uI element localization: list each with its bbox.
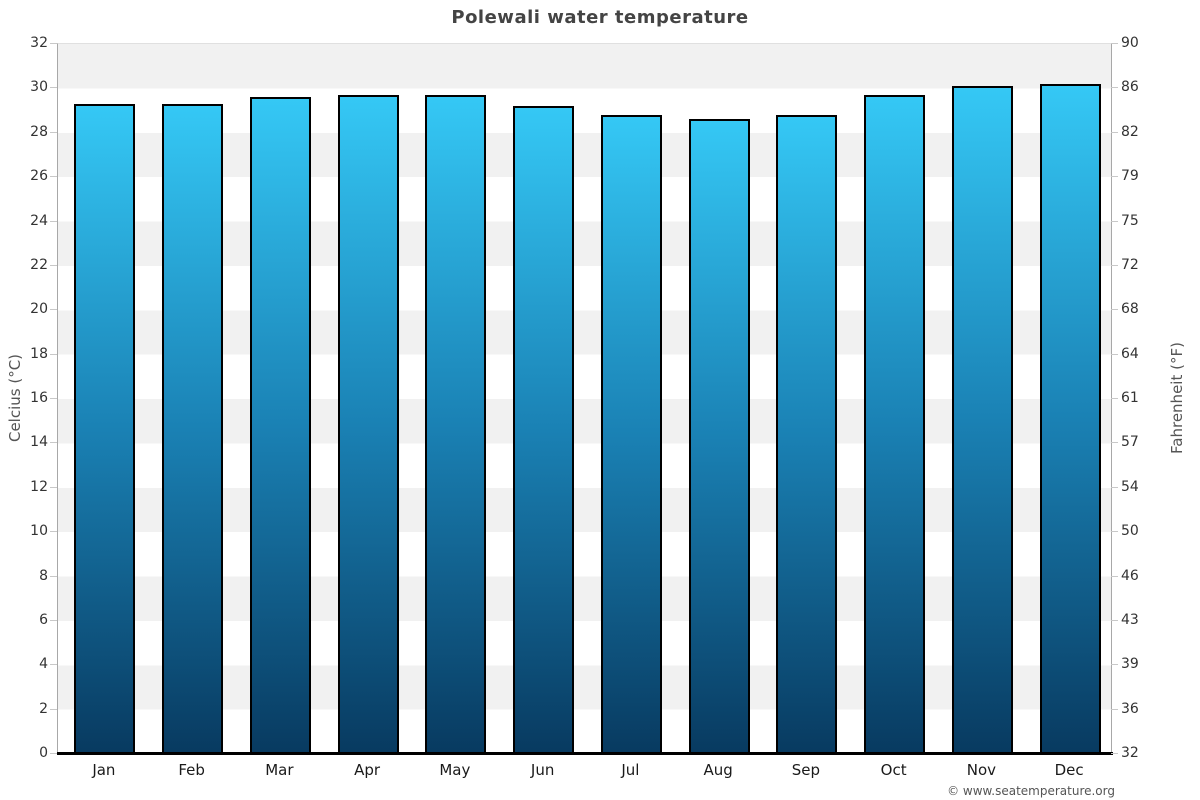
x-label-jun: Jun <box>530 761 555 779</box>
bar-jun <box>513 106 575 754</box>
tick-mark-right <box>1111 576 1118 577</box>
tick-mark-left <box>50 43 57 44</box>
plot-area <box>57 43 1112 754</box>
y-tick-celsius-18: 18 <box>30 345 48 362</box>
y-tick-celsius-24: 24 <box>30 212 48 229</box>
tick-mark-left <box>50 265 57 266</box>
tick-mark-left <box>50 753 57 754</box>
bar-jul <box>600 115 662 754</box>
tick-mark-right <box>1111 221 1118 222</box>
chart-title: Polewali water temperature <box>451 7 749 28</box>
x-axis-line <box>57 752 1113 755</box>
x-label-feb: Feb <box>178 761 205 779</box>
tick-mark-right <box>1111 664 1118 665</box>
y-tick-celsius-8: 8 <box>39 567 48 584</box>
y-tick-celsius-12: 12 <box>30 478 48 495</box>
tick-mark-left <box>50 664 57 665</box>
y-tick-fahrenheit-36: 36 <box>1121 700 1139 717</box>
bar-apr <box>337 95 399 754</box>
y-tick-fahrenheit-68: 68 <box>1121 301 1139 318</box>
y-tick-fahrenheit-46: 46 <box>1121 567 1139 584</box>
y-tick-celsius-0: 0 <box>39 745 48 761</box>
tick-mark-left <box>50 709 57 710</box>
tick-mark-left <box>50 132 57 133</box>
bar-nov <box>951 86 1013 754</box>
tick-mark-right <box>1111 87 1118 88</box>
tick-mark-left <box>50 309 57 310</box>
tick-mark-left <box>50 176 57 177</box>
x-label-apr: Apr <box>354 761 381 779</box>
y-tick-fahrenheit-72: 72 <box>1121 256 1139 273</box>
x-label-jan: Jan <box>92 761 116 779</box>
tick-mark-right <box>1111 487 1118 488</box>
bar-dec <box>1039 84 1101 754</box>
y-tick-fahrenheit-43: 43 <box>1121 611 1139 628</box>
y-tick-fahrenheit-61: 61 <box>1121 390 1139 406</box>
bar-mar <box>249 97 311 754</box>
y-tick-celsius-30: 30 <box>30 79 48 96</box>
tick-mark-right <box>1111 442 1118 443</box>
bar-sep <box>776 115 838 754</box>
tick-mark-right <box>1111 709 1118 710</box>
y-tick-fahrenheit-75: 75 <box>1121 212 1139 229</box>
y-tick-fahrenheit-32: 32 <box>1121 745 1139 761</box>
x-label-mar: Mar <box>265 761 294 779</box>
bar-aug <box>688 119 750 754</box>
y-tick-celsius-10: 10 <box>30 523 48 540</box>
y-tick-celsius-28: 28 <box>30 123 48 140</box>
y-tick-fahrenheit-54: 54 <box>1121 478 1139 495</box>
bar-jan <box>74 104 136 754</box>
bar-may <box>425 95 487 754</box>
y-tick-fahrenheit-79: 79 <box>1121 168 1139 185</box>
y-tick-fahrenheit-64: 64 <box>1121 345 1139 362</box>
tick-mark-left <box>50 221 57 222</box>
y-tick-celsius-14: 14 <box>30 434 48 451</box>
x-label-nov: Nov <box>966 761 997 779</box>
x-label-sep: Sep <box>791 761 821 779</box>
y-tick-celsius-16: 16 <box>30 390 48 406</box>
tick-mark-right <box>1111 753 1118 754</box>
y-tick-celsius-6: 6 <box>39 611 48 628</box>
tick-mark-right <box>1111 620 1118 621</box>
y-tick-celsius-4: 4 <box>39 656 48 673</box>
x-label-jul: Jul <box>621 761 640 779</box>
y-tick-celsius-22: 22 <box>30 256 48 273</box>
y-tick-celsius-20: 20 <box>30 301 48 318</box>
tick-mark-right <box>1111 354 1118 355</box>
tick-mark-left <box>50 87 57 88</box>
tick-mark-left <box>50 354 57 355</box>
x-label-aug: Aug <box>703 761 733 779</box>
x-label-may: May <box>439 761 471 779</box>
attribution-text: © www.seatemperature.org <box>947 784 1115 798</box>
tick-mark-left <box>50 487 57 488</box>
tick-mark-right <box>1111 132 1118 133</box>
x-label-oct: Oct <box>880 761 907 779</box>
y-tick-fahrenheit-90: 90 <box>1121 35 1139 51</box>
tick-mark-right <box>1111 43 1118 44</box>
x-label-dec: Dec <box>1054 761 1084 779</box>
y-tick-fahrenheit-57: 57 <box>1121 434 1139 451</box>
tick-mark-left <box>50 531 57 532</box>
bar-feb <box>162 104 224 754</box>
tick-mark-left <box>50 442 57 443</box>
y-tick-fahrenheit-50: 50 <box>1121 523 1139 540</box>
tick-mark-right <box>1111 176 1118 177</box>
y-tick-celsius-2: 2 <box>39 700 48 717</box>
tick-mark-left <box>50 620 57 621</box>
tick-mark-left <box>50 398 57 399</box>
tick-mark-left <box>50 576 57 577</box>
y-tick-fahrenheit-86: 86 <box>1121 79 1139 96</box>
y-tick-celsius-26: 26 <box>30 168 48 185</box>
y-tick-fahrenheit-39: 39 <box>1121 656 1139 673</box>
y-tick-fahrenheit-82: 82 <box>1121 123 1139 140</box>
tick-mark-right <box>1111 531 1118 532</box>
bar-oct <box>864 95 926 754</box>
tick-mark-right <box>1111 398 1118 399</box>
y-tick-celsius-32: 32 <box>30 35 48 51</box>
tick-mark-right <box>1111 309 1118 310</box>
tick-mark-right <box>1111 265 1118 266</box>
